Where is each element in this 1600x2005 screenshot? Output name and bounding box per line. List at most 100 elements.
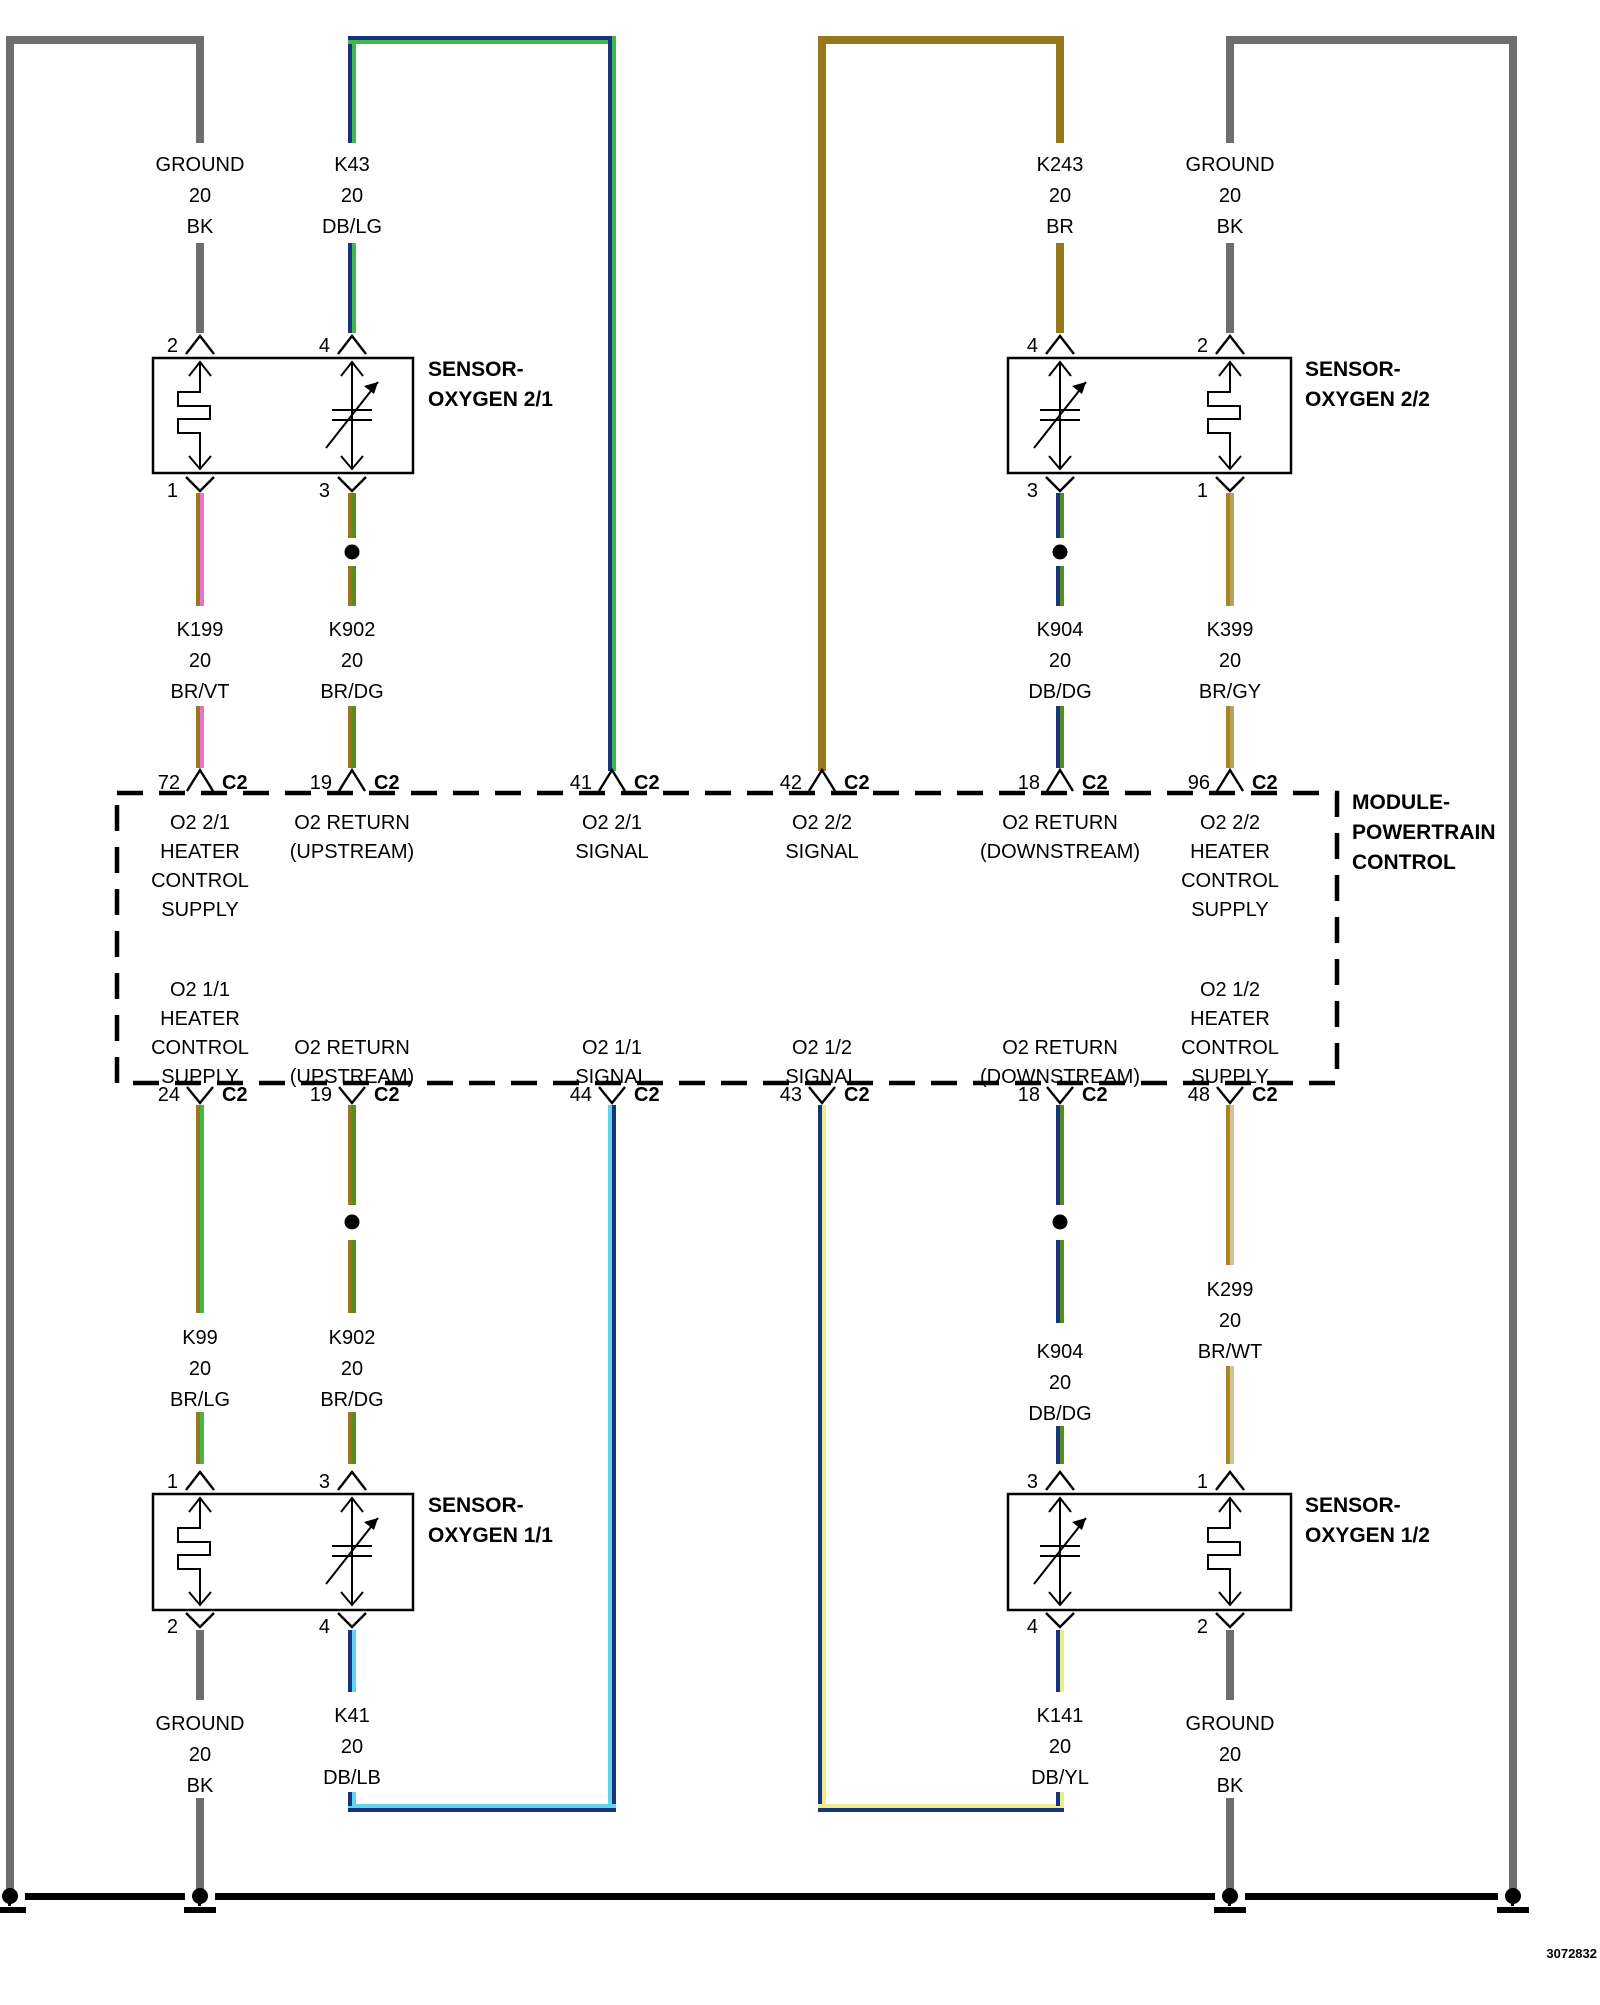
svg-text:4: 4 bbox=[319, 1616, 330, 1638]
svg-text:OXYGEN 1/1: OXYGEN 1/1 bbox=[428, 1524, 553, 1547]
splice-dot bbox=[1052, 1214, 1068, 1230]
svg-text:20: 20 bbox=[189, 650, 211, 672]
svg-text:18: 18 bbox=[1018, 1084, 1040, 1106]
svg-text:C2: C2 bbox=[1252, 772, 1278, 794]
svg-text:DB/DG: DB/DG bbox=[1028, 681, 1091, 703]
splice-dot bbox=[1052, 544, 1068, 560]
pin-connector-icon bbox=[1046, 1086, 1074, 1105]
svg-text:SIGNAL: SIGNAL bbox=[785, 841, 858, 863]
svg-text:C2: C2 bbox=[222, 1084, 248, 1106]
svg-text:HEATER: HEATER bbox=[1190, 1008, 1270, 1030]
wire-k902-downstream-run: K902 20 BR/DG bbox=[320, 1105, 384, 1464]
svg-text:3: 3 bbox=[1027, 1471, 1038, 1493]
svg-text:MODULE-: MODULE- bbox=[1352, 791, 1450, 814]
svg-text:O2 2/1: O2 2/1 bbox=[170, 812, 230, 834]
svg-text:BR/LG: BR/LG bbox=[170, 1389, 230, 1411]
ground-bus bbox=[0, 1888, 1529, 1913]
sensing-element-icon bbox=[1033, 1496, 1087, 1607]
svg-text:O2 1/2: O2 1/2 bbox=[1200, 979, 1260, 1001]
svg-text:3: 3 bbox=[1027, 480, 1038, 502]
svg-text:(DOWNSTREAM): (DOWNSTREAM) bbox=[980, 841, 1140, 863]
svg-text:43: 43 bbox=[780, 1084, 802, 1106]
svg-text:19: 19 bbox=[310, 1084, 332, 1106]
svg-text:20: 20 bbox=[1219, 1310, 1241, 1332]
svg-text:SIGNAL: SIGNAL bbox=[785, 1066, 858, 1088]
svg-text:CONTROL: CONTROL bbox=[1181, 1037, 1279, 1059]
svg-text:1: 1 bbox=[167, 480, 178, 502]
svg-text:O2 RETURN: O2 RETURN bbox=[294, 1037, 410, 1059]
svg-text:24: 24 bbox=[158, 1084, 180, 1106]
sensing-element-icon bbox=[1033, 360, 1087, 471]
pin-connector-icon bbox=[337, 476, 367, 493]
svg-text:C2: C2 bbox=[634, 1084, 660, 1106]
module-powertrain-control: 72 C2 19 C2 41 C2 42 C2 18 C2 96 C2 MODU… bbox=[114, 767, 1496, 1106]
svg-text:42: 42 bbox=[780, 772, 802, 794]
svg-text:K904: K904 bbox=[1037, 1341, 1084, 1363]
heater-element-icon bbox=[177, 1496, 212, 1607]
wire-k43-loop bbox=[348, 36, 616, 771]
svg-text:K43: K43 bbox=[334, 154, 370, 176]
module-top-pin-labels: O2 2/1 HEATER CONTROL SUPPLY O2 RETURN (… bbox=[151, 812, 1279, 921]
svg-text:O2 2/2: O2 2/2 bbox=[792, 812, 852, 834]
svg-text:41: 41 bbox=[570, 772, 592, 794]
svg-text:C2: C2 bbox=[1082, 772, 1108, 794]
svg-text:SUPPLY: SUPPLY bbox=[1191, 1066, 1268, 1088]
pin-connector-icon bbox=[185, 1470, 215, 1491]
svg-text:20: 20 bbox=[341, 1736, 363, 1758]
svg-text:POWERTRAIN: POWERTRAIN bbox=[1352, 821, 1496, 844]
svg-text:BR/DG: BR/DG bbox=[320, 1389, 383, 1411]
pin-connector-icon bbox=[186, 1086, 214, 1105]
svg-text:SUPPLY: SUPPLY bbox=[1191, 899, 1268, 921]
svg-text:CONTROL: CONTROL bbox=[1181, 870, 1279, 892]
svg-text:K902: K902 bbox=[329, 619, 376, 641]
pin-connector-icon bbox=[807, 767, 837, 792]
wire-label-ground-s22: GROUND 20 BK bbox=[1186, 154, 1275, 238]
pin-connector-icon bbox=[1215, 767, 1245, 792]
svg-text:SUPPLY: SUPPLY bbox=[161, 1066, 238, 1088]
svg-text:SENSOR-: SENSOR- bbox=[1305, 358, 1401, 381]
svg-text:K99: K99 bbox=[182, 1327, 218, 1349]
svg-text:BR/GY: BR/GY bbox=[1199, 681, 1261, 703]
svg-text:CONTROL: CONTROL bbox=[151, 870, 249, 892]
svg-text:OXYGEN 2/2: OXYGEN 2/2 bbox=[1305, 388, 1430, 411]
svg-text:DB/YL: DB/YL bbox=[1031, 1767, 1089, 1789]
splice-dot bbox=[344, 544, 360, 560]
pin-connector-icon bbox=[1215, 1470, 1245, 1491]
svg-text:DB/LG: DB/LG bbox=[322, 216, 382, 238]
svg-text:20: 20 bbox=[1219, 1744, 1241, 1766]
svg-text:2: 2 bbox=[167, 335, 178, 357]
svg-text:2: 2 bbox=[1197, 335, 1208, 357]
wire-k141-loop: K141 20 DB/YL bbox=[818, 1105, 1089, 1812]
diagram-part-number: 3072832 bbox=[1546, 1946, 1597, 1961]
svg-text:20: 20 bbox=[1219, 185, 1241, 207]
svg-text:CONTROL: CONTROL bbox=[1352, 851, 1456, 874]
svg-text:C2: C2 bbox=[374, 1084, 400, 1106]
svg-text:20: 20 bbox=[189, 1358, 211, 1380]
svg-text:18: 18 bbox=[1018, 772, 1040, 794]
wire-k904-upstream: K904 20 DB/DG bbox=[1028, 493, 1092, 768]
module-bottom-pin-labels: O2 1/1 HEATER CONTROL SUPPLY O2 RETURN (… bbox=[151, 979, 1279, 1088]
svg-text:O2 RETURN: O2 RETURN bbox=[1002, 1037, 1118, 1059]
svg-text:C2: C2 bbox=[1252, 1084, 1278, 1106]
svg-text:O2 1/1: O2 1/1 bbox=[582, 1037, 642, 1059]
heater-element-icon bbox=[1207, 360, 1242, 471]
svg-text:1: 1 bbox=[1197, 1471, 1208, 1493]
svg-text:BK: BK bbox=[187, 1775, 214, 1797]
svg-text:O2 RETURN: O2 RETURN bbox=[294, 812, 410, 834]
svg-text:O2 2/1: O2 2/1 bbox=[582, 812, 642, 834]
svg-text:SUPPLY: SUPPLY bbox=[161, 899, 238, 921]
svg-text:20: 20 bbox=[1049, 650, 1071, 672]
pin-connector-icon bbox=[337, 334, 367, 355]
svg-text:BR/WT: BR/WT bbox=[1198, 1341, 1262, 1363]
svg-text:K243: K243 bbox=[1037, 154, 1084, 176]
wire-k243-loop bbox=[818, 36, 1064, 771]
svg-text:SENSOR-: SENSOR- bbox=[428, 358, 524, 381]
svg-text:BR: BR bbox=[1046, 216, 1074, 238]
svg-text:HEATER: HEATER bbox=[1190, 841, 1270, 863]
svg-text:HEATER: HEATER bbox=[160, 841, 240, 863]
svg-text:20: 20 bbox=[1219, 650, 1241, 672]
pin-connector-icon bbox=[337, 1612, 367, 1629]
svg-text:K299: K299 bbox=[1207, 1279, 1254, 1301]
pin-connector-icon bbox=[1215, 476, 1245, 493]
